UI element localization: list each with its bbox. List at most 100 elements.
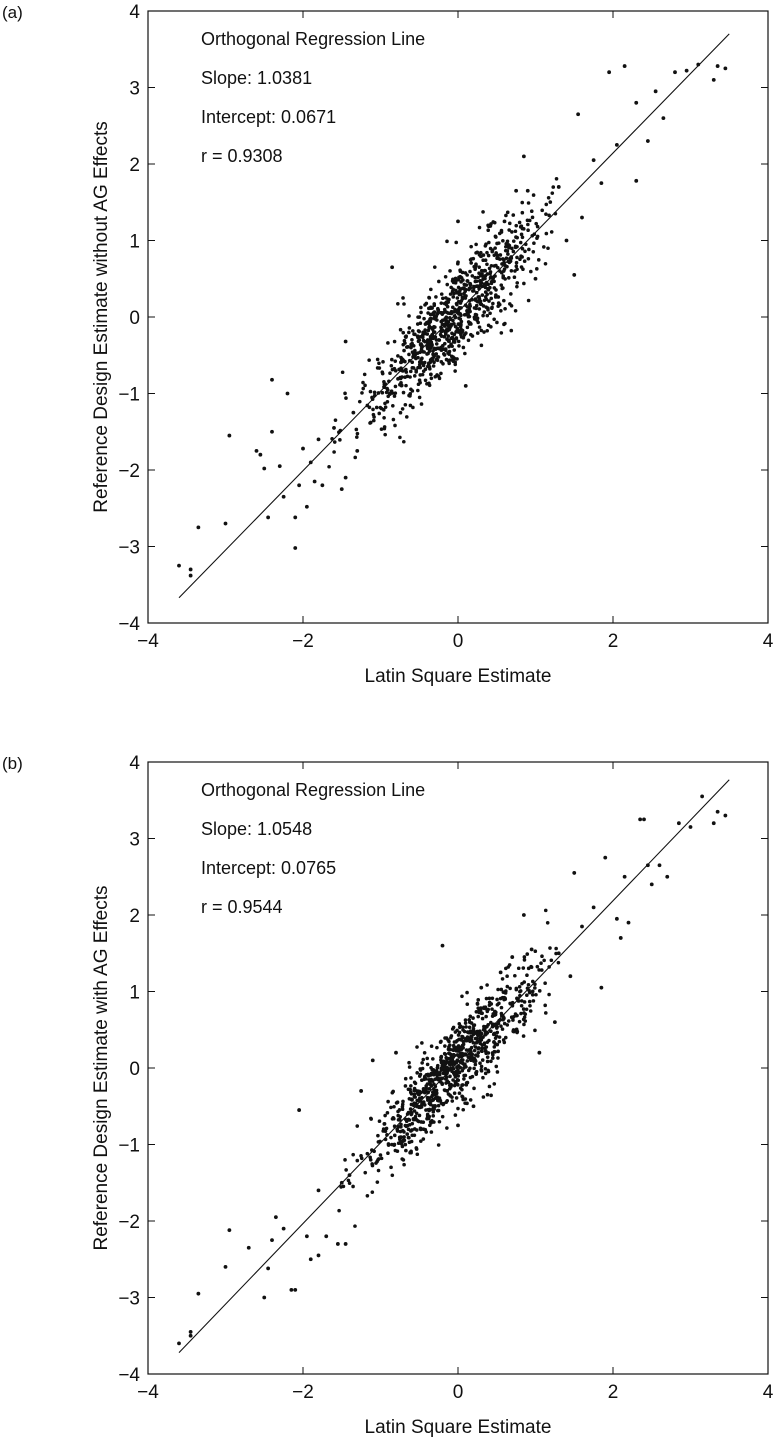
data-point bbox=[417, 1099, 422, 1103]
data-point bbox=[549, 958, 554, 963]
data-point bbox=[456, 339, 461, 344]
data-point bbox=[473, 267, 477, 272]
data-point bbox=[436, 346, 440, 350]
data-point bbox=[370, 1190, 375, 1194]
data-point bbox=[431, 364, 436, 368]
data-point bbox=[424, 1084, 428, 1088]
data-point bbox=[393, 423, 397, 428]
data-point bbox=[393, 368, 398, 373]
data-point bbox=[492, 220, 497, 225]
data-point bbox=[533, 276, 538, 281]
data-point bbox=[467, 1025, 472, 1030]
data-point bbox=[428, 1123, 432, 1128]
data-point bbox=[404, 415, 409, 419]
data-point bbox=[522, 281, 526, 286]
data-point bbox=[427, 383, 432, 388]
data-point bbox=[498, 970, 503, 975]
data-point bbox=[370, 1163, 375, 1168]
data-point bbox=[483, 258, 488, 263]
data-point bbox=[523, 242, 528, 247]
data-point bbox=[437, 1119, 442, 1124]
data-point bbox=[427, 1087, 432, 1091]
data-point bbox=[485, 250, 489, 255]
data-point bbox=[423, 303, 427, 307]
data-point bbox=[308, 460, 313, 465]
data-point bbox=[468, 1066, 472, 1071]
data-point bbox=[495, 1026, 499, 1030]
data-point bbox=[521, 913, 526, 917]
data-point bbox=[487, 299, 491, 303]
data-point bbox=[444, 320, 449, 325]
data-point bbox=[506, 252, 510, 256]
data-point bbox=[407, 314, 411, 318]
data-point bbox=[504, 256, 509, 261]
data-point bbox=[419, 344, 424, 349]
data-point bbox=[460, 1034, 464, 1039]
data-point bbox=[403, 1084, 408, 1088]
data-point bbox=[401, 296, 405, 300]
data-point bbox=[351, 410, 356, 415]
data-point bbox=[432, 316, 436, 321]
data-point bbox=[423, 1127, 428, 1132]
data-point bbox=[453, 1081, 458, 1085]
data-point bbox=[496, 241, 501, 245]
data-point bbox=[455, 1058, 460, 1062]
data-point bbox=[510, 1003, 515, 1008]
data-point bbox=[456, 1123, 460, 1128]
data-point bbox=[505, 264, 509, 269]
data-point bbox=[516, 966, 521, 971]
data-point bbox=[439, 310, 443, 315]
data-point bbox=[262, 466, 267, 471]
data-point bbox=[445, 1066, 450, 1070]
data-point bbox=[463, 296, 468, 300]
data-point bbox=[474, 262, 478, 267]
data-point bbox=[481, 253, 486, 257]
data-point bbox=[507, 245, 511, 250]
data-point bbox=[696, 62, 701, 67]
data-point bbox=[408, 403, 413, 408]
data-point bbox=[471, 289, 476, 293]
data-point bbox=[458, 317, 463, 321]
data-point bbox=[455, 1028, 459, 1033]
y-tick-label: −2 bbox=[118, 461, 140, 482]
data-point bbox=[353, 1224, 357, 1228]
data-point bbox=[293, 515, 298, 520]
data-point bbox=[429, 287, 433, 292]
data-point bbox=[527, 999, 532, 1004]
x-tick-label: 4 bbox=[763, 631, 774, 652]
data-point bbox=[434, 352, 439, 356]
data-point bbox=[486, 323, 491, 328]
data-point bbox=[476, 1033, 481, 1037]
data-point bbox=[438, 1040, 443, 1044]
data-point bbox=[400, 369, 405, 373]
data-point bbox=[409, 1112, 414, 1117]
data-point bbox=[454, 288, 458, 293]
data-point bbox=[266, 515, 271, 520]
data-point bbox=[441, 296, 445, 301]
data-point bbox=[512, 275, 517, 280]
data-point bbox=[520, 210, 525, 215]
data-point bbox=[505, 1023, 510, 1027]
data-point bbox=[432, 265, 437, 269]
data-point bbox=[344, 1168, 348, 1172]
data-point bbox=[468, 1098, 473, 1102]
data-point bbox=[473, 315, 478, 320]
annotation-1: Orthogonal Regression Line bbox=[201, 29, 425, 49]
data-point bbox=[460, 1083, 465, 1087]
data-point bbox=[441, 1071, 446, 1076]
data-point bbox=[427, 1073, 432, 1078]
data-point bbox=[402, 1135, 406, 1139]
data-point bbox=[458, 275, 463, 280]
data-point bbox=[409, 1076, 413, 1080]
data-point bbox=[415, 1071, 419, 1075]
data-point bbox=[488, 246, 493, 251]
data-point bbox=[468, 309, 472, 314]
data-point bbox=[435, 1045, 439, 1050]
data-point bbox=[513, 245, 518, 250]
data-point bbox=[591, 905, 596, 910]
data-point bbox=[439, 292, 444, 296]
data-point bbox=[506, 1019, 511, 1023]
data-point bbox=[338, 438, 342, 442]
data-point bbox=[500, 1027, 505, 1031]
